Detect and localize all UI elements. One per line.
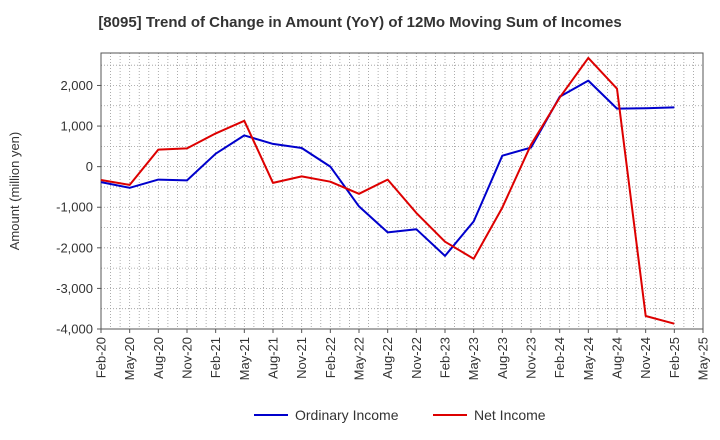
x-tick-label: May-21 [237,337,252,380]
legend-label-ordinary-income: Ordinary Income [295,407,399,423]
series-line-ordinary-income [100,79,675,257]
x-tick-label: Nov-24 [638,337,653,379]
x-tick-label: Aug-22 [380,337,395,379]
plot-area [100,52,704,330]
x-tick-label: Nov-22 [409,337,424,379]
y-tick-label: -4,000 [56,322,93,337]
y-tick-label: -3,000 [56,281,93,296]
y-tick-label: 2,000 [60,78,93,93]
grid [101,53,703,329]
x-tick-label: Aug-21 [266,337,281,379]
x-tick-label: Nov-20 [180,337,195,379]
x-tick-label: Feb-24 [552,337,567,378]
x-tick-label: Feb-23 [438,337,453,378]
x-tick-label: Aug-20 [151,337,166,379]
y-axis-ticks: 2,000 1,000 0 -1,000 -2,000 -3,000 -4,000 [56,78,101,337]
y-tick-label: 0 [86,159,93,174]
x-axis-ticks: Feb-20 May-20 Aug-20 Nov-20 Feb-21 May-21 Aug-… [94,329,711,380]
y-tick-label: -1,000 [56,200,93,215]
x-tick-label: Feb-25 [667,337,682,378]
x-tick-label: Nov-21 [294,337,309,379]
legend-label-net-income: Net Income [474,407,546,423]
chart-title: [8095] Trend of Change in Amount (YoY) o… [98,14,622,31]
x-tick-label: Feb-20 [94,337,109,378]
y-axis-label: Amount (million yen) [7,132,22,251]
x-tick-label: Feb-22 [323,337,338,378]
x-tick-label: Aug-24 [610,337,625,379]
x-tick-label: May-25 [696,337,711,380]
series-line-net-income [100,56,675,325]
x-tick-label: May-20 [122,337,137,380]
x-tick-label: Feb-21 [208,337,223,378]
x-tick-label: May-22 [352,337,367,380]
legend: Ordinary Income Net Income [254,407,546,423]
x-tick-label: May-23 [466,337,481,380]
x-tick-label: May-24 [581,337,596,380]
x-tick-label: Aug-23 [495,337,510,379]
x-tick-label: Nov-23 [524,337,539,379]
y-tick-label: -2,000 [56,240,93,255]
y-tick-label: 1,000 [60,119,93,134]
series-lines [100,56,675,325]
